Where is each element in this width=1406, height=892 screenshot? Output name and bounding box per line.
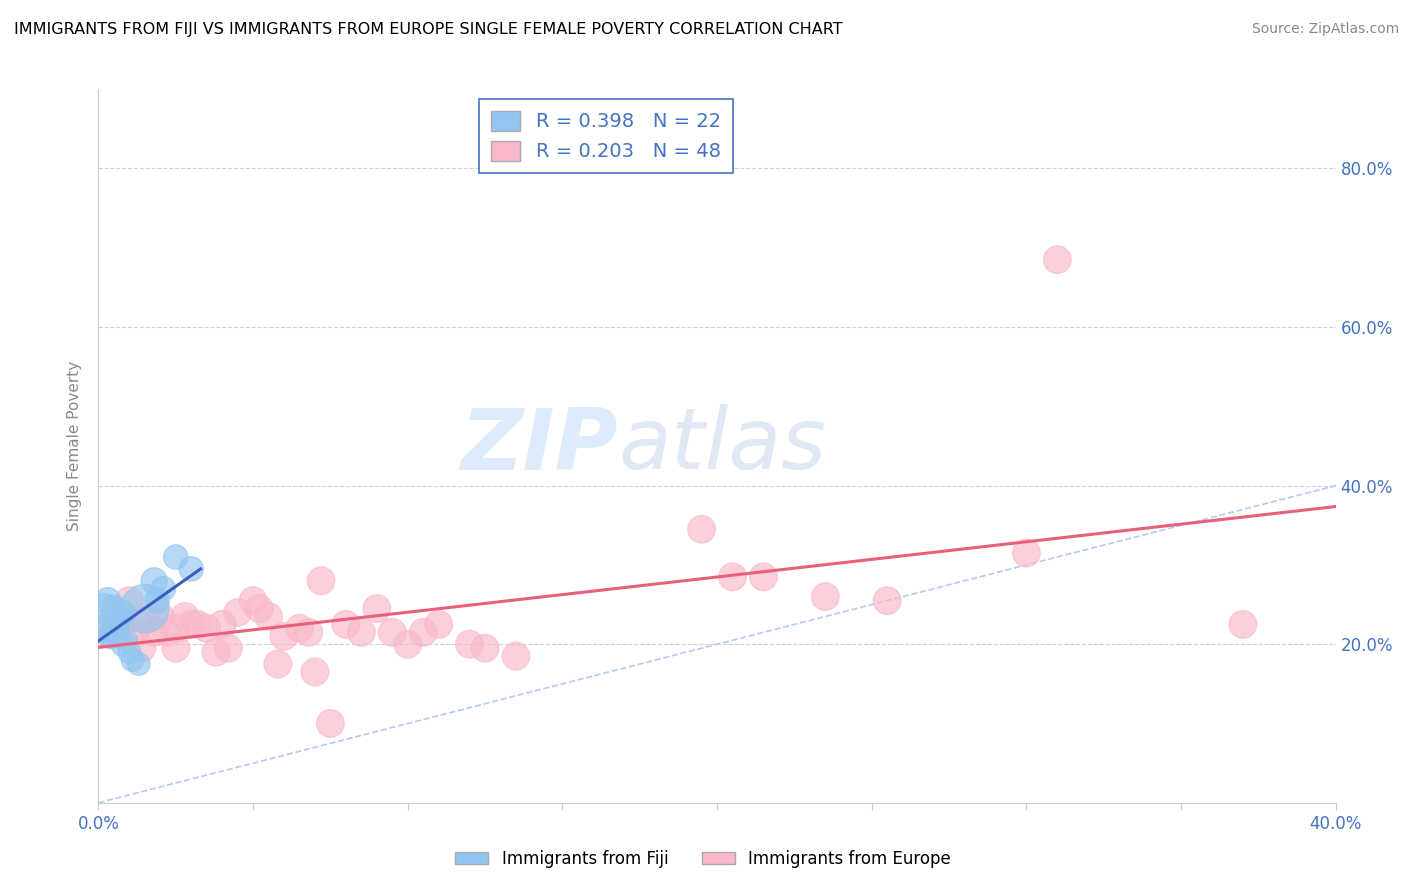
Point — [97, 593, 120, 607]
Point — [128, 657, 150, 671]
Point — [174, 609, 197, 624]
Point — [103, 601, 125, 615]
Point — [814, 590, 837, 604]
Y-axis label: Single Female Poverty: Single Female Poverty — [67, 361, 83, 531]
Point — [105, 625, 128, 640]
Point — [91, 601, 114, 615]
Point — [309, 574, 332, 588]
Point — [211, 617, 233, 632]
Point — [100, 629, 122, 643]
Text: Source: ZipAtlas.com: Source: ZipAtlas.com — [1251, 22, 1399, 37]
Text: atlas: atlas — [619, 404, 827, 488]
Point — [690, 522, 713, 536]
Point — [180, 562, 202, 576]
Point — [93, 625, 115, 640]
Point — [319, 716, 342, 731]
Point — [118, 645, 141, 659]
Point — [304, 665, 326, 679]
Point — [112, 606, 135, 620]
Point — [1015, 546, 1038, 560]
Point — [186, 617, 208, 632]
Point — [366, 601, 388, 615]
Point — [273, 629, 295, 643]
Point — [505, 649, 527, 664]
Legend: Immigrants from Fiji, Immigrants from Europe: Immigrants from Fiji, Immigrants from Eu… — [449, 844, 957, 875]
Point — [226, 606, 249, 620]
Point — [381, 625, 404, 640]
Text: IMMIGRANTS FROM FIJI VS IMMIGRANTS FROM EUROPE SINGLE FEMALE POVERTY CORRELATION: IMMIGRANTS FROM FIJI VS IMMIGRANTS FROM … — [14, 22, 842, 37]
Point — [721, 570, 744, 584]
Point — [267, 657, 290, 671]
Point — [118, 593, 141, 607]
Point — [217, 641, 239, 656]
Point — [112, 637, 135, 651]
Point — [412, 625, 434, 640]
Point — [335, 617, 357, 632]
Point — [242, 593, 264, 607]
Point — [93, 621, 115, 635]
Point — [396, 637, 419, 651]
Point — [876, 593, 898, 607]
Point — [152, 582, 174, 596]
Point — [288, 621, 311, 635]
Point — [103, 609, 125, 624]
Point — [180, 617, 202, 632]
Point — [155, 625, 177, 640]
Legend: R = 0.398   N = 22, R = 0.203   N = 48: R = 0.398 N = 22, R = 0.203 N = 48 — [479, 99, 733, 173]
Point — [143, 574, 166, 588]
Point — [124, 625, 146, 640]
Point — [146, 593, 169, 607]
Point — [458, 637, 481, 651]
Point — [474, 641, 496, 656]
Point — [752, 570, 775, 584]
Point — [165, 621, 187, 635]
Point — [165, 549, 187, 564]
Point — [105, 617, 128, 632]
Point — [298, 625, 321, 640]
Point — [143, 625, 166, 640]
Point — [108, 609, 131, 624]
Point — [100, 629, 122, 643]
Point — [134, 601, 156, 615]
Text: ZIP: ZIP — [460, 404, 619, 488]
Point — [134, 614, 156, 628]
Point — [350, 625, 373, 640]
Point — [165, 641, 187, 656]
Point — [257, 609, 280, 624]
Point — [427, 617, 450, 632]
Point — [131, 641, 153, 656]
Point — [1232, 617, 1254, 632]
Point — [247, 601, 270, 615]
Point — [205, 645, 228, 659]
Point — [115, 633, 138, 648]
Point — [103, 621, 125, 635]
Point — [195, 621, 218, 635]
Point — [112, 617, 135, 632]
Point — [121, 653, 143, 667]
Point — [1046, 252, 1069, 267]
Point — [149, 609, 172, 624]
